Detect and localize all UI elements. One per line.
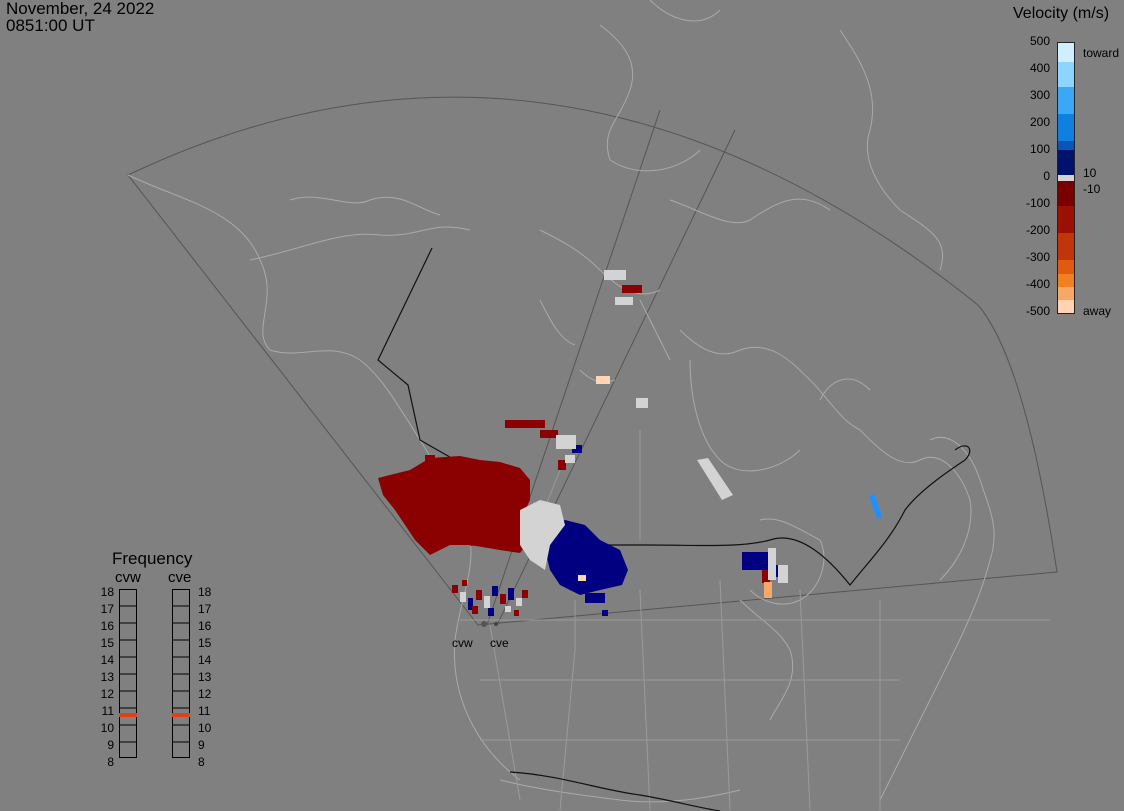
frequency-radar-cve: cve: [168, 569, 192, 586]
frequency-level-left: 13: [100, 670, 114, 684]
frequency-level-right: 17: [198, 602, 212, 616]
velocity-scale-title: Velocity (m/s): [1013, 5, 1110, 22]
frequency-level-right: 16: [198, 619, 212, 633]
frequency-indicator-cvw: [119, 713, 137, 717]
velocity-tick: -200: [1025, 223, 1050, 237]
velocity-away-label: away: [1083, 304, 1112, 318]
frequency-level-left: 16: [100, 619, 114, 633]
date-label: November, 24 2022: [6, 0, 155, 18]
frequency-level-left: 17: [100, 602, 114, 616]
frequency-level-right: 13: [198, 670, 212, 684]
radar-site-cve-marker: [494, 622, 498, 626]
velocity-tick: 300: [1029, 88, 1050, 102]
velocity-tick: 0: [1043, 169, 1050, 183]
velocity-tick: -400: [1025, 277, 1050, 291]
radar-site-cvw-marker: [481, 621, 487, 627]
frequency-level-right: 18: [198, 585, 212, 599]
frequency-level-right: 10: [198, 721, 212, 735]
velocity-tick: 500: [1029, 34, 1050, 48]
frequency-level-left: 15: [100, 636, 114, 650]
frequency-level-left: 14: [100, 653, 114, 667]
frequency-bar-cvw: [119, 589, 137, 758]
frequency-level-right: 12: [198, 687, 212, 701]
velocity-tick: 100: [1029, 142, 1050, 156]
velocity-tick: 200: [1029, 115, 1050, 129]
velocity-away-strong: [578, 376, 772, 598]
frequency-level-right: 8: [198, 755, 205, 769]
time-label: 0851:00 UT: [6, 16, 95, 35]
frequency-radar-cvw: cvw: [115, 569, 141, 586]
frequency-level-right: 15: [198, 636, 212, 650]
frequency-level-left: 12: [100, 687, 114, 701]
velocity-toward-label: toward: [1083, 46, 1120, 60]
velocity-plus10-label: 10: [1083, 166, 1097, 180]
frequency-bar-cve: [172, 589, 190, 758]
velocity-tick: -300: [1025, 250, 1050, 264]
velocity-minus10-label: -10: [1083, 182, 1101, 196]
frequency-indicator-cve: [172, 713, 190, 717]
velocity-tick: -100: [1025, 196, 1050, 210]
frequency-level-left: 8: [107, 755, 114, 769]
frequency-panel-title: Frequency: [112, 549, 193, 568]
frequency-level-left: 11: [101, 704, 114, 718]
coastlines: [127, 0, 995, 803]
fov-outline: [127, 96, 1058, 626]
frequency-level-right: 9: [198, 738, 205, 752]
frequency-level-left: 10: [100, 721, 114, 735]
near-range-returns: [452, 580, 528, 616]
frequency-level-left: 18: [100, 585, 114, 599]
velocity-tick: 400: [1029, 61, 1050, 75]
radar-label-cvw: cvw: [452, 636, 473, 650]
velocity-toward-strong: [869, 494, 882, 519]
frequency-level-right: 14: [198, 653, 212, 667]
national-borders: [377, 247, 971, 811]
velocity-colorbar: [1057, 42, 1075, 314]
velocity-away-region-west: [378, 285, 770, 583]
radar-label-cve: cve: [490, 636, 509, 650]
frequency-level-right: 11: [198, 704, 211, 718]
ground-scatter: [520, 270, 788, 583]
state-borders: [460, 430, 1050, 811]
frequency-level-left: 9: [107, 738, 114, 752]
velocity-tick: -500: [1025, 304, 1050, 318]
